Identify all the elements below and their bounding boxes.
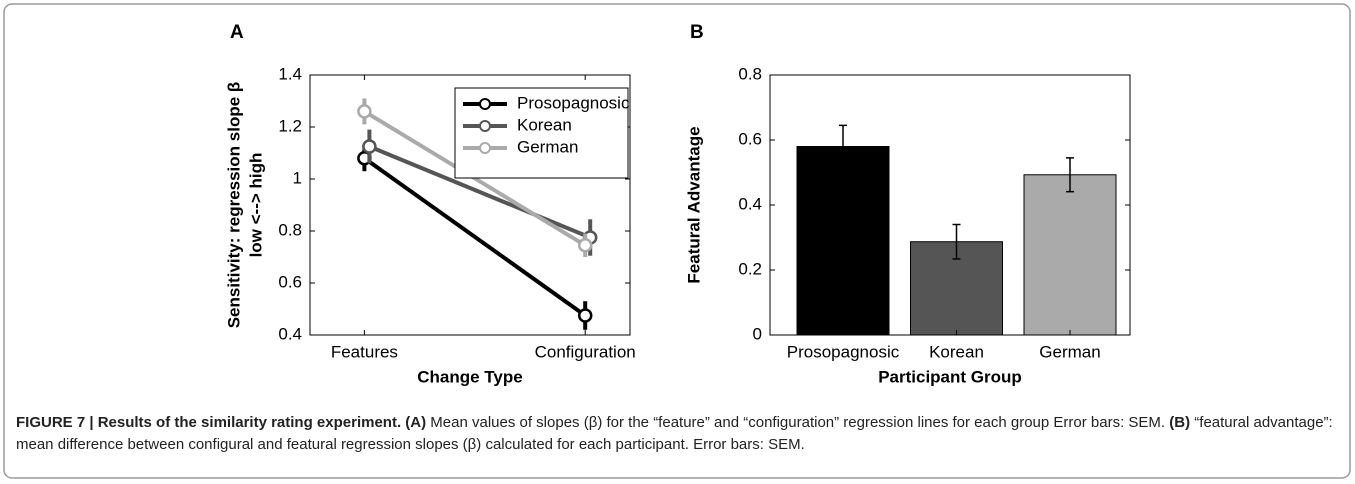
- y-tick-label: 0.8: [738, 64, 762, 83]
- legend-label: Korean: [517, 115, 572, 134]
- y-tick-label: 0.8: [278, 220, 302, 239]
- caption: FIGURE 7 | Results of the similarity rat…: [16, 412, 1341, 456]
- y-axis-label: Featural Advantage: [684, 126, 703, 283]
- x-tick-label: Prosopagnosic: [787, 342, 900, 361]
- x-tick-label: Features: [331, 342, 398, 361]
- y-tick-label: 0.6: [738, 129, 762, 148]
- point: [577, 308, 593, 323]
- legend-label: Prosopagnosic: [517, 93, 630, 112]
- caption-title: FIGURE 7 | Results of the similarity rat…: [16, 414, 402, 431]
- y-tick-label: 0.4: [278, 324, 302, 343]
- bar: [1023, 174, 1117, 336]
- legend-marker: [479, 120, 491, 132]
- panel-label: B: [690, 22, 704, 43]
- panel-label: A: [230, 22, 244, 43]
- x-tick-label: Configuration: [535, 342, 636, 361]
- caption-a-label: (A): [405, 414, 427, 431]
- x-tick-label: Korean: [929, 342, 984, 361]
- y-tick-label: 0: [753, 324, 762, 343]
- y-axis-label: Sensitivity: regression slope β: [224, 82, 243, 329]
- legend-marker: [479, 142, 491, 154]
- caption-b-label: (B): [1169, 414, 1191, 431]
- legend-marker: [479, 98, 491, 110]
- series-line: [363, 156, 587, 318]
- series-line: [368, 144, 591, 240]
- x-axis-label: Change Type: [417, 367, 522, 386]
- y-tick-label: 1.2: [278, 116, 302, 135]
- y-tick-label: 1.4: [278, 64, 302, 83]
- y-axis-label: low <--> high: [246, 153, 265, 258]
- y-tick-label: 0.6: [278, 272, 302, 291]
- bar: [796, 146, 890, 336]
- point: [577, 238, 593, 253]
- x-tick-label: German: [1039, 342, 1100, 361]
- point: [357, 104, 372, 119]
- axes-box: [309, 74, 631, 336]
- legend-label: German: [517, 137, 578, 156]
- figure-border: [3, 3, 1351, 479]
- point: [362, 139, 377, 154]
- y-tick-label: 0.4: [738, 194, 762, 213]
- y-tick-label: 1: [293, 168, 302, 187]
- y-tick-label: 0.2: [738, 259, 762, 278]
- caption-a-text: Mean values of slopes (β) for the “featu…: [426, 414, 1166, 431]
- caption-b-text: “featural advantage”: mean difference be…: [16, 414, 1333, 453]
- x-axis-label: Participant Group: [878, 367, 1022, 386]
